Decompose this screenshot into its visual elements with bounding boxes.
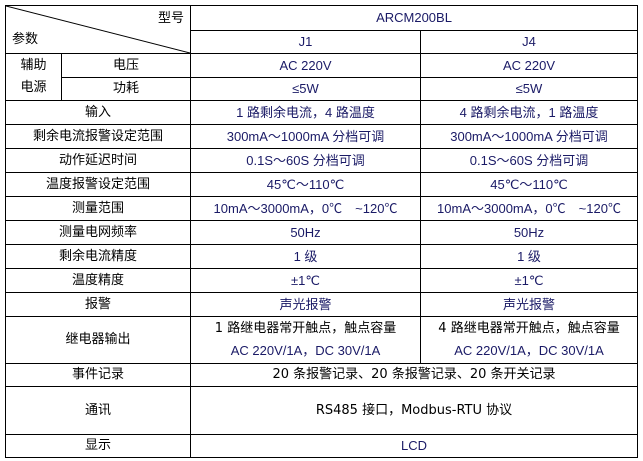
- row-label: 输入: [5, 100, 191, 125]
- cell-j4: 声光报警: [420, 292, 638, 317]
- cell-j1: 300mA～1000mA 分档可调: [190, 124, 421, 149]
- row-label: 通讯: [5, 386, 191, 435]
- table-row: 测量范围 10mA～3000mA，0℃ ~120℃ 10mA～3000mA，0℃ ~…: [5, 196, 638, 221]
- cell-j1: ≤5W: [190, 77, 421, 101]
- cell-j4: 300mA～1000mA 分档可调: [420, 124, 638, 149]
- shared-cell: LCD: [190, 434, 638, 458]
- variant-j4: J4: [420, 30, 638, 54]
- cell-j1: 声光报警: [190, 292, 421, 317]
- diagonal-line: [6, 6, 190, 53]
- cell-j4: 4 路继电器常开触点，触点容量 AC 220V/1A，DC 30V/1A: [420, 316, 638, 364]
- row-label: 电压: [61, 53, 191, 78]
- row-label: 继电器输出: [5, 316, 191, 364]
- cell-j4: ≤5W: [420, 77, 638, 101]
- row-label: 剩余电流报警设定范围: [5, 124, 191, 149]
- param-label: 参数: [12, 32, 39, 47]
- cell-j4: 45℃～110℃: [420, 172, 638, 197]
- cell-j4: ±1℃: [420, 268, 638, 293]
- table-row: 报警 声光报警 声光报警: [5, 292, 638, 317]
- model-label: 型号: [157, 11, 184, 26]
- cell-j1: ±1℃: [190, 268, 421, 293]
- cell-j1: 0.1S～60S 分档可调: [190, 148, 421, 173]
- table-row: 动作延迟时间 0.1S～60S 分档可调 0.1S～60S 分档可调: [5, 148, 638, 173]
- cell-j4: 0.1S～60S 分档可调: [420, 148, 638, 173]
- diagonal-header-cell: 型号 参数: [5, 5, 191, 54]
- cell-j4: 10mA～3000mA，0℃ ~120℃: [420, 196, 638, 221]
- table-row: 测量电网频率 50Hz 50Hz: [5, 220, 638, 245]
- row-label: 测量范围: [5, 196, 191, 221]
- cell-j1: 1 级: [190, 244, 421, 269]
- shared-cell: RS485 接口，Modbus-RTU 协议: [190, 386, 638, 435]
- row-label: 功耗: [61, 77, 191, 101]
- row-label: 报警: [5, 292, 191, 317]
- cell-j4: 50Hz: [420, 220, 638, 245]
- table-row: 剩余电流报警设定范围 300mA～1000mA 分档可调 300mA～1000mA …: [5, 124, 638, 149]
- cell-j4: AC 220V: [420, 53, 638, 78]
- row-label: 事件记录: [5, 363, 191, 387]
- model-name: ARCM200BL: [190, 5, 638, 31]
- cell-j1: 1 路剩余电流，4 路温度: [190, 100, 421, 125]
- aux-power-group-label: 辅助 电源: [5, 53, 62, 101]
- cell-j1: 10mA～3000mA，0℃ ~120℃: [190, 196, 421, 221]
- row-label: 测量电网频率: [5, 220, 191, 245]
- row-label: 显示: [5, 434, 191, 458]
- cell-j1: 45℃～110℃: [190, 172, 421, 197]
- table-row: 温度报警设定范围 45℃～110℃ 45℃～110℃: [5, 172, 638, 197]
- row-label: 温度精度: [5, 268, 191, 293]
- table-row: 温度精度 ±1℃ ±1℃: [5, 268, 638, 293]
- cell-j4: 4 路剩余电流，1 路温度: [420, 100, 638, 125]
- cell-j1: 1 路继电器常开触点，触点容量 AC 220V/1A，DC 30V/1A: [190, 316, 421, 364]
- cell-j1: AC 220V: [190, 53, 421, 78]
- row-label: 温度报警设定范围: [5, 172, 191, 197]
- row-label: 剩余电流精度: [5, 244, 191, 269]
- variant-j1: J1: [190, 30, 421, 54]
- shared-cell: 20 条报警记录、20 条报警记录、20 条开关记录: [190, 363, 638, 387]
- cell-j1: 50Hz: [190, 220, 421, 245]
- cell-j4: 1 级: [420, 244, 638, 269]
- table-row: 输入 1 路剩余电流，4 路温度 4 路剩余电流，1 路温度: [5, 100, 638, 125]
- spec-table: 型号 参数 ARCM200BL J1 J4 辅助 电源 电压 AC 220V AC…: [5, 5, 638, 458]
- row-label: 动作延迟时间: [5, 148, 191, 173]
